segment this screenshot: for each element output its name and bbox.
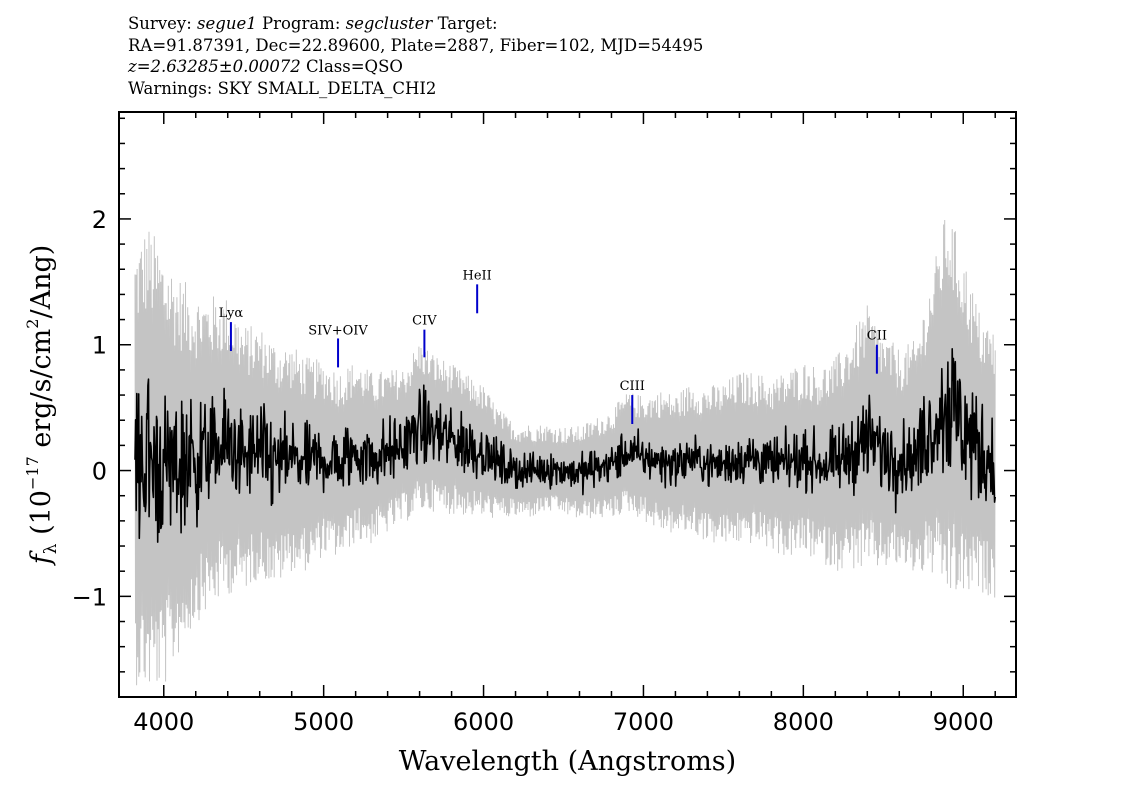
error-spectrum [134, 219, 996, 686]
x-tick-label: 4000 [133, 708, 194, 736]
class-value: Class=QSO [300, 57, 403, 76]
x-axis-title: Wavelength (Angstroms) [399, 746, 736, 777]
y-axis-title-post: /Ang) [26, 245, 57, 319]
axis-ticks: 4000 5000 6000 7000 8000 9000 −1 0 1 2 [72, 112, 1016, 736]
error-spectrum-trace [134, 219, 996, 686]
line-label-cii: CII [867, 329, 887, 344]
line-label-heii: HeII [463, 268, 492, 283]
y-tick-label: 2 [92, 206, 107, 234]
line-label-ly-: Lyα [219, 306, 244, 321]
y-tick-label: 1 [92, 332, 107, 360]
y-axis-title-exp2: 2 [23, 319, 42, 329]
spectrum-header: Survey: segue1 Program: segcluster Targe… [128, 13, 703, 99]
redshift-value: z=2.63285±0.00072 [128, 57, 301, 76]
y-axis-title-exp: −17 [23, 456, 42, 490]
header-line-survey: Survey: segue1 Program: segcluster Targe… [128, 14, 498, 33]
y-axis-title: fλ (10−17 erg/s/cm2/Ang) [23, 245, 61, 567]
x-tick-label: 6000 [453, 708, 514, 736]
x-tick-label: 7000 [613, 708, 674, 736]
y-tick-label: 0 [92, 458, 107, 486]
header-line-redshift: z=2.63285±0.00072 Class=QSO [128, 56, 703, 78]
header-line-warnings: Warnings: SKY SMALL_DELTA_CHI2 [128, 78, 437, 98]
flux-spectrum-trace [134, 348, 996, 543]
line-label-ciii: CIII [620, 379, 645, 394]
survey-name: segue1 [197, 14, 257, 33]
x-tick-label: 9000 [933, 708, 994, 736]
plot-frame [118, 111, 1017, 698]
y-axis-title-sub: λ [41, 543, 61, 554]
line-label-civ: CIV [412, 314, 437, 329]
program-name: segcluster [345, 14, 433, 33]
y-axis-title-mid: erg/s/cm [26, 329, 57, 457]
y-axis-title-pre: (10 [26, 490, 57, 543]
line-label-siv-oiv: SIV+OIV [308, 324, 368, 339]
flux-spectrum [134, 348, 996, 543]
y-tick-label: −1 [72, 583, 107, 611]
x-tick-label: 8000 [773, 708, 834, 736]
header-line-coordinates: RA=91.87391, Dec=22.89600, Plate=2887, F… [128, 35, 704, 55]
x-tick-label: 5000 [293, 708, 354, 736]
emission-line-markers: Lyα SIV+OIV CIV HeII CIII CII [219, 268, 887, 424]
